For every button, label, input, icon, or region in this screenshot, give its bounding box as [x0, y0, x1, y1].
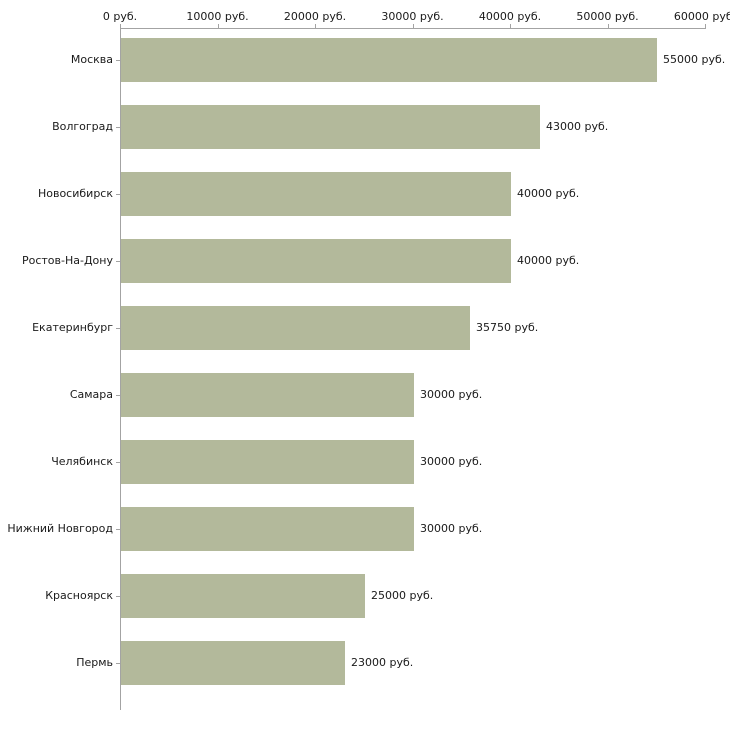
bar [121, 306, 470, 350]
y-axis-tick-mark [116, 462, 120, 463]
y-axis-tick-mark [116, 60, 120, 61]
category-label: Пермь [76, 656, 113, 669]
bar [121, 574, 365, 618]
category-label: Екатеринбург [32, 321, 113, 334]
value-label: 43000 руб. [546, 120, 609, 133]
x-axis-tick-label: 20000 руб. [283, 10, 347, 23]
y-axis-tick-mark [116, 328, 120, 329]
x-axis-tick-label: 60000 руб. [673, 10, 730, 23]
x-axis-line [120, 28, 706, 29]
category-label: Нижний Новгород [7, 522, 113, 535]
x-axis-tick-mark [120, 24, 121, 28]
x-axis-tick-mark [217, 24, 219, 28]
y-axis-tick-mark [116, 261, 120, 262]
x-axis-tick-label: 10000 руб. [186, 10, 249, 23]
x-axis-tick-mark [315, 24, 316, 28]
y-axis-tick-mark [116, 127, 120, 128]
bar [121, 172, 511, 216]
value-label: 25000 руб. [371, 589, 434, 602]
x-axis-tick-mark [510, 24, 511, 28]
bar [121, 38, 657, 82]
value-label: 55000 руб. [663, 53, 726, 66]
x-axis-tick-label: 50000 руб. [576, 10, 639, 23]
x-axis-tick-label: 30000 руб. [381, 10, 444, 23]
category-label: Челябинск [51, 455, 113, 468]
bar [121, 440, 414, 484]
x-axis-tick-mark [412, 24, 414, 28]
y-axis-line [120, 28, 121, 710]
value-label: 23000 руб. [351, 656, 414, 669]
value-label: 35750 руб. [476, 321, 539, 334]
value-label: 40000 руб. [517, 254, 580, 267]
y-axis-tick-mark [116, 194, 120, 195]
x-axis-tick-label: 0 руб. [102, 10, 138, 23]
bar [121, 239, 511, 283]
x-axis-tick-mark [705, 24, 706, 28]
category-label: Волгоград [52, 120, 113, 133]
category-label: Москва [70, 53, 113, 66]
bar [121, 641, 345, 685]
bar [121, 105, 540, 149]
y-axis-tick-mark [116, 663, 120, 664]
category-label: Ростов-На-Дону [21, 254, 113, 267]
x-axis-tick-mark [607, 24, 609, 28]
bar [121, 507, 414, 551]
value-label: 40000 руб. [517, 187, 580, 200]
category-label: Красноярск [45, 589, 113, 602]
y-axis-tick-mark [116, 395, 120, 396]
category-label: Новосибирск [37, 187, 113, 200]
value-label: 30000 руб. [420, 522, 483, 535]
y-axis-tick-mark [116, 596, 120, 597]
x-axis-tick-label: 40000 руб. [478, 10, 542, 23]
value-label: 30000 руб. [420, 455, 483, 468]
category-label: Самара [69, 388, 113, 401]
value-label: 30000 руб. [420, 388, 483, 401]
y-axis-tick-mark [116, 529, 120, 530]
bar [121, 373, 414, 417]
